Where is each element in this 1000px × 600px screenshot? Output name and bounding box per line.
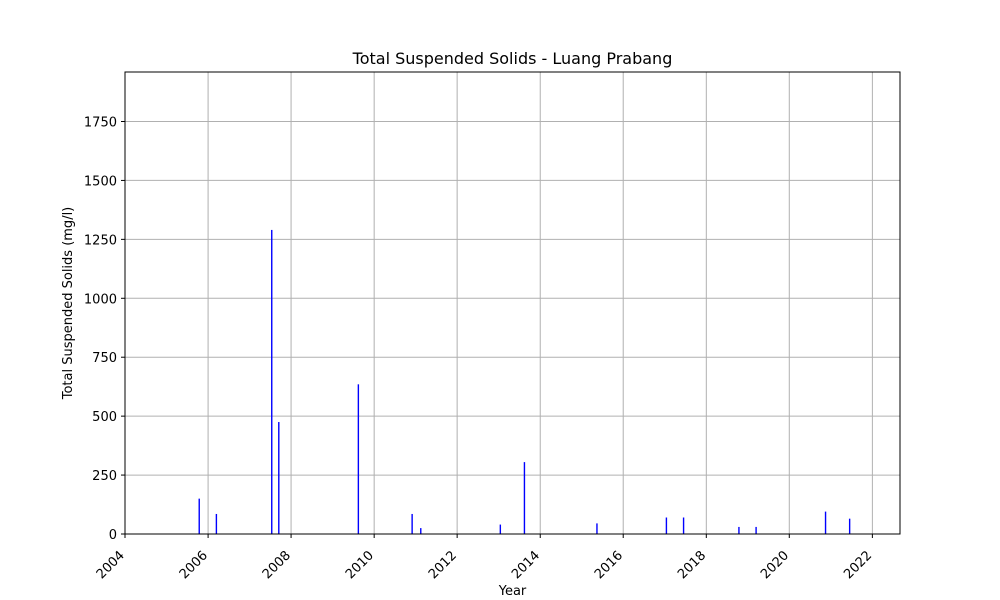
y-tick-label: 750 xyxy=(92,351,117,366)
x-tick-label: 2008 xyxy=(260,548,294,582)
bar xyxy=(665,517,668,534)
y-tick-label: 250 xyxy=(92,469,117,484)
bar xyxy=(420,528,422,534)
chart-title: Total Suspended Solids - Luang Prabang xyxy=(352,49,673,68)
bar xyxy=(271,229,273,534)
bar xyxy=(198,498,200,534)
y-axis-label: Total Suspended Solids (mg/l) xyxy=(61,207,76,401)
x-tick-label: 2012 xyxy=(426,548,460,582)
x-axis-label: Year xyxy=(498,584,527,599)
x-tick-label: 2010 xyxy=(343,548,377,582)
x-tick-label: 2022 xyxy=(841,548,875,582)
y-tick-label: 500 xyxy=(92,410,117,425)
bar xyxy=(596,523,598,534)
bar xyxy=(278,422,280,534)
bar xyxy=(215,513,218,534)
bar xyxy=(755,526,757,534)
x-tick-label: 2006 xyxy=(177,548,211,582)
bar xyxy=(499,524,502,534)
y-tick-label: 1750 xyxy=(84,116,117,131)
bar xyxy=(523,462,526,534)
y-tick-label: 0 xyxy=(109,528,117,543)
bar xyxy=(848,518,851,534)
plot-frame xyxy=(124,71,901,535)
axis-ticks: 0 250 500 750 1000 1250 1500 1750 2004 2006 2008 20… xyxy=(84,116,875,583)
bar xyxy=(738,526,740,534)
bar xyxy=(357,384,360,534)
y-tick-label: 1000 xyxy=(84,292,117,307)
x-tick-label: 2018 xyxy=(675,548,709,582)
x-tick-label: 2016 xyxy=(592,548,626,582)
bar xyxy=(682,517,685,534)
bar xyxy=(411,513,413,534)
x-tick-label: 2014 xyxy=(509,548,543,582)
grid xyxy=(124,72,900,535)
x-tick-label: 2004 xyxy=(94,548,128,582)
bars xyxy=(198,229,851,534)
x-tick-label: 2020 xyxy=(758,548,792,582)
y-tick-label: 1500 xyxy=(84,174,117,189)
bar xyxy=(824,511,827,534)
y-tick-label: 1250 xyxy=(84,233,117,248)
